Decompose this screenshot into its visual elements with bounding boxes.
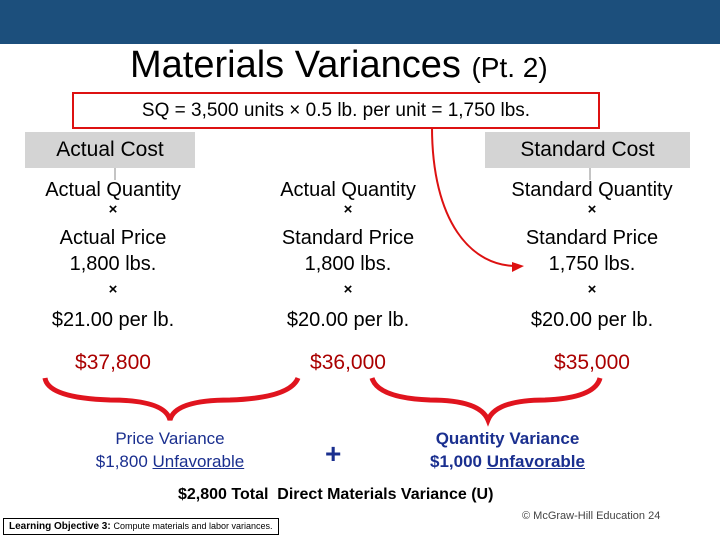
times-2: × [108, 281, 118, 298]
price: $21.00 per lb. [51, 309, 175, 331]
quantity-label: Actual Quantity [45, 179, 181, 201]
status: Unfavorable [486, 452, 585, 471]
quantity: 1,800 lbs. [304, 253, 392, 275]
times-2: × [587, 281, 597, 298]
plus: + [325, 438, 342, 469]
times-2: × [343, 281, 353, 298]
top-bar [0, 0, 720, 44]
title-suffix: (Pt. 2) [471, 52, 548, 83]
quantity: 1,800 lbs. [69, 253, 157, 275]
quantity-variance: Quantity Variance $1,000 Unfavorable [405, 427, 610, 473]
amount: $1,000 [430, 452, 482, 471]
quantity: 1,750 lbs. [548, 253, 636, 275]
objective-label: Learning Objective 3: [9, 521, 111, 532]
price: $20.00 per lb. [530, 309, 654, 331]
price-label: Actual Price [59, 227, 167, 249]
group-header: Standard Cost [485, 132, 690, 168]
quantity-label: Actual Quantity [280, 179, 416, 201]
label: Quantity Variance [435, 429, 580, 448]
group-header: Actual Cost [25, 132, 195, 168]
times-1: × [343, 201, 353, 218]
price-variance: Price Variance $1,800 Unfavorable [70, 427, 270, 473]
title: Materials Variances (Pt. 2) [130, 44, 548, 87]
title-text: Materials Variances [130, 44, 461, 86]
objective: Learning Objective 3: Compute materials … [3, 518, 279, 535]
copyright: © McGraw-Hill Education 24 [522, 510, 661, 522]
status: Unfavorable [152, 452, 245, 471]
amount: $1,800 [95, 452, 148, 471]
objective-text: Compute materials and labor variances. [113, 521, 273, 531]
total-variance: $2,800 Total Direct Materials Variance (… [178, 486, 494, 503]
brace [369, 377, 603, 427]
price: $20.00 per lb. [286, 309, 410, 331]
sq-formula: SQ = 3,500 units × 0.5 lb. per unit = 1,… [72, 92, 600, 129]
arrowhead [512, 262, 524, 272]
total: $36,000 [310, 351, 386, 374]
quantity-label: Standard Quantity [511, 179, 673, 201]
brace [42, 376, 301, 421]
times-1: × [587, 201, 597, 218]
total: $37,800 [75, 351, 151, 374]
price-label: Standard Price [281, 227, 415, 249]
price-label: Standard Price [525, 227, 659, 249]
times-1: × [108, 201, 118, 218]
arrow [431, 126, 521, 268]
total: $35,000 [554, 351, 630, 374]
label: Price Variance [115, 429, 225, 448]
